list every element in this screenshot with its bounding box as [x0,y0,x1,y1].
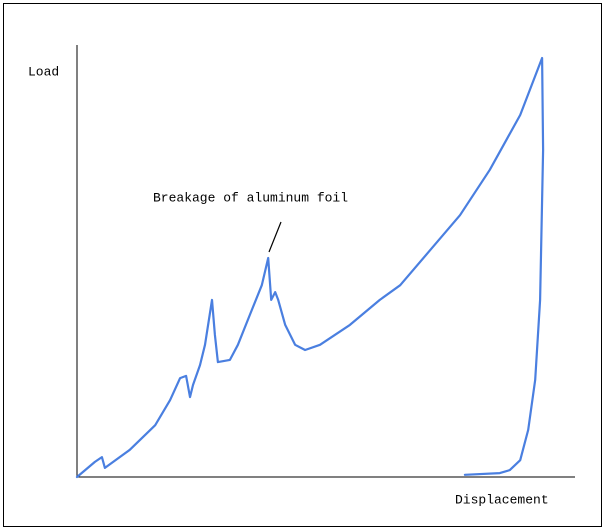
annotation: Breakage of aluminum foil [153,190,348,205]
x-axis-label: Displacement [455,492,549,507]
data-line [75,56,545,479]
frame [3,3,602,527]
annotation-pointer [268,221,282,253]
y-axis-label: Load [28,64,59,79]
